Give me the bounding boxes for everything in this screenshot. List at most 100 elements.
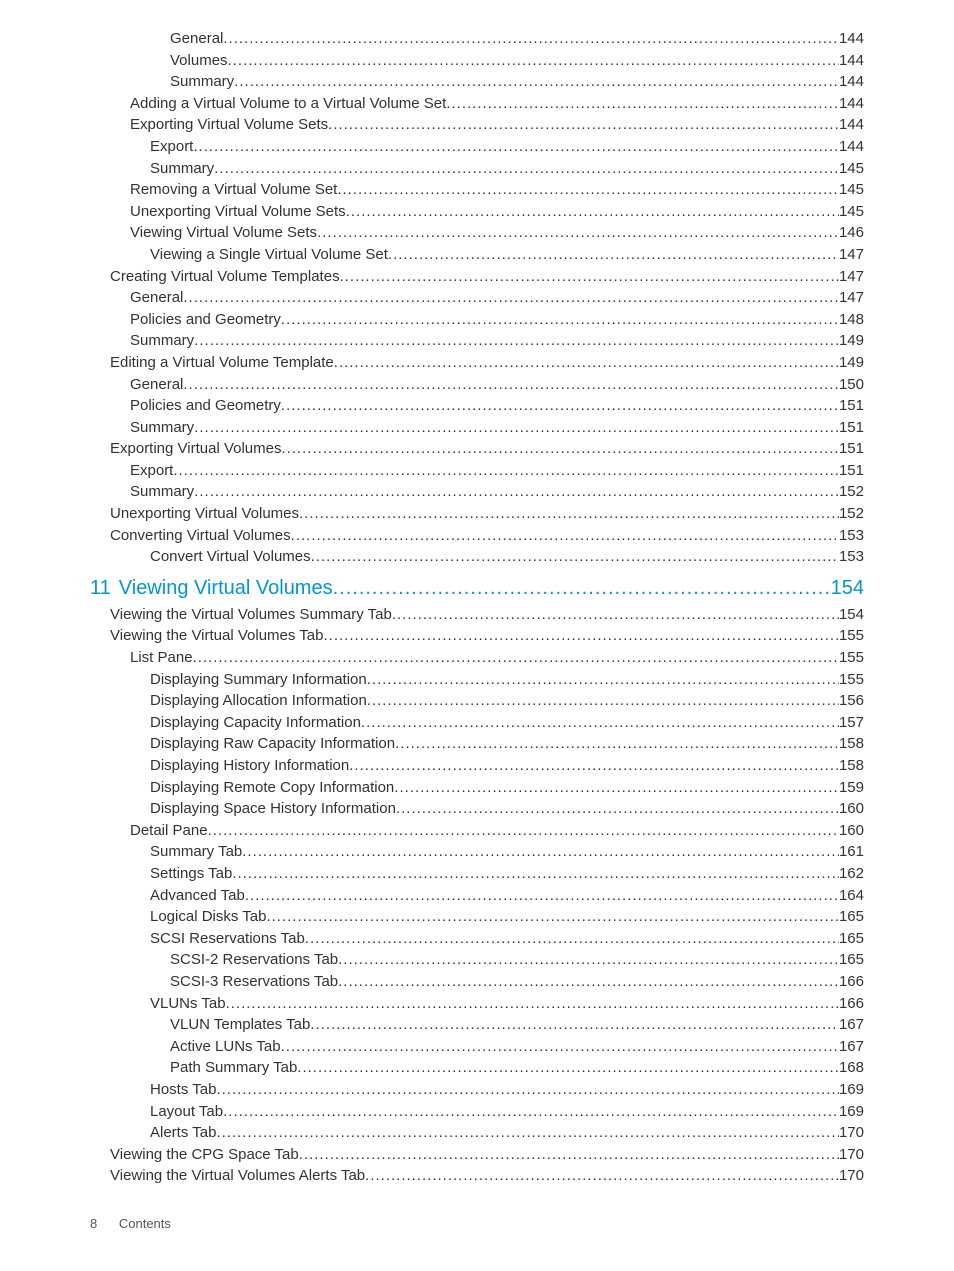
toc-entry-label: General	[130, 374, 183, 396]
toc-entry[interactable]: Displaying Summary Information..........…	[90, 669, 864, 691]
toc-leader-dots: ........................................…	[310, 1014, 839, 1036]
toc-entry[interactable]: Volumes.................................…	[90, 50, 864, 72]
toc-entry[interactable]: Policies and Geometry...................…	[90, 309, 864, 331]
toc-entry-label: Policies and Geometry	[130, 309, 281, 331]
toc-entry[interactable]: Removing a Virtual Volume Set...........…	[90, 179, 864, 201]
toc-entry[interactable]: Displaying Space History Information....…	[90, 798, 864, 820]
toc-entry-page: 148	[839, 309, 864, 331]
toc-entry[interactable]: Summary.................................…	[90, 71, 864, 93]
toc-entry-page: 144	[839, 93, 864, 115]
toc-entry[interactable]: Hosts Tab...............................…	[90, 1079, 864, 1101]
toc-entry-label: Viewing the Virtual Volumes Summary Tab	[110, 604, 392, 626]
toc-entry-page: 160	[839, 820, 864, 842]
toc-entry[interactable]: Exporting Virtual Volume Sets...........…	[90, 114, 864, 136]
toc-leader-dots: ........................................…	[234, 71, 839, 93]
toc-leader-dots: ........................................…	[291, 525, 839, 547]
toc-entry-label: Converting Virtual Volumes	[110, 525, 291, 547]
toc-entry-label: Summary	[130, 417, 194, 439]
toc-entry-label: Viewing the Virtual Volumes Alerts Tab	[110, 1165, 365, 1187]
toc-leader-dots: ........................................…	[367, 690, 839, 712]
toc-entry-label: Displaying History Information	[150, 755, 349, 777]
toc-entry[interactable]: Viewing the Virtual Volumes Alerts Tab..…	[90, 1165, 864, 1187]
toc-entry[interactable]: Unexporting Virtual Volume Sets.........…	[90, 201, 864, 223]
toc-entry-label: Removing a Virtual Volume Set	[130, 179, 337, 201]
toc-entry[interactable]: Viewing the Virtual Volumes Summary Tab.…	[90, 604, 864, 626]
toc-entry[interactable]: Summary.................................…	[90, 158, 864, 180]
toc-entry[interactable]: General.................................…	[90, 287, 864, 309]
toc-entry[interactable]: Path Summary Tab........................…	[90, 1057, 864, 1079]
toc-entry[interactable]: Active LUNs Tab.........................…	[90, 1036, 864, 1058]
toc-entry[interactable]: Export..................................…	[90, 460, 864, 482]
toc-chapter-number: 11	[90, 572, 111, 604]
toc-entry-page: 165	[839, 928, 864, 950]
toc-entry[interactable]: Policies and Geometry...................…	[90, 395, 864, 417]
toc-chapter-entry[interactable]: 11Viewing Virtual Volumes...............…	[90, 572, 864, 604]
toc-entry[interactable]: Viewing Virtual Volume Sets.............…	[90, 222, 864, 244]
toc-entry[interactable]: SCSI-3 Reservations Tab.................…	[90, 971, 864, 993]
toc-entry[interactable]: Displaying Remote Copy Information......…	[90, 777, 864, 799]
toc-entry-page: 167	[839, 1036, 864, 1058]
toc-entry[interactable]: Settings Tab............................…	[90, 863, 864, 885]
toc-entry[interactable]: Creating Virtual Volume Templates.......…	[90, 266, 864, 288]
toc-entry[interactable]: SCSI Reservations Tab...................…	[90, 928, 864, 950]
toc-entry[interactable]: Viewing a Single Virtual Volume Set.....…	[90, 244, 864, 266]
toc-entry[interactable]: Viewing the CPG Space Tab...............…	[90, 1144, 864, 1166]
toc-entry-page: 157	[839, 712, 864, 734]
toc-entry[interactable]: SCSI-2 Reservations Tab.................…	[90, 949, 864, 971]
toc-entry-page: 153	[839, 525, 864, 547]
toc-leader-dots: ........................................…	[193, 136, 839, 158]
toc-entry-page: 156	[839, 690, 864, 712]
toc-entry[interactable]: Converting Virtual Volumes..............…	[90, 525, 864, 547]
toc-entry[interactable]: Displaying Allocation Information.......…	[90, 690, 864, 712]
toc-entry-label: Viewing a Single Virtual Volume Set	[150, 244, 388, 266]
toc-leader-dots: ........................................…	[365, 1165, 839, 1187]
toc-leader-dots: ........................................…	[281, 395, 839, 417]
toc-entry[interactable]: Summary.................................…	[90, 417, 864, 439]
toc-entry[interactable]: VLUN Templates Tab......................…	[90, 1014, 864, 1036]
toc-entry-page: 170	[839, 1165, 864, 1187]
toc-entry[interactable]: Displaying Raw Capacity Information.....…	[90, 733, 864, 755]
toc-entry-page: 145	[839, 201, 864, 223]
toc-entry[interactable]: Alerts Tab..............................…	[90, 1122, 864, 1144]
toc-leader-dots: ........................................…	[193, 647, 839, 669]
toc-leader-dots: ........................................…	[245, 885, 839, 907]
toc-entry[interactable]: General.................................…	[90, 28, 864, 50]
toc-entry[interactable]: Layout Tab..............................…	[90, 1101, 864, 1123]
toc-entry-label: Hosts Tab	[150, 1079, 216, 1101]
toc-entry[interactable]: Detail Pane.............................…	[90, 820, 864, 842]
toc-entry[interactable]: Summary.................................…	[90, 481, 864, 503]
toc-entry-label: Summary Tab	[150, 841, 242, 863]
toc-entry-label: Summary	[130, 330, 194, 352]
toc-entry-label: Summary	[170, 71, 234, 93]
toc-entry-label: Path Summary Tab	[170, 1057, 297, 1079]
toc-entry[interactable]: Displaying Capacity Information.........…	[90, 712, 864, 734]
toc-entry[interactable]: Editing a Virtual Volume Template.......…	[90, 352, 864, 374]
toc-entry[interactable]: VLUNs Tab...............................…	[90, 993, 864, 1015]
toc-entry[interactable]: Advanced Tab............................…	[90, 885, 864, 907]
toc-entry[interactable]: Export..................................…	[90, 136, 864, 158]
toc-leader-dots: ........................................…	[299, 503, 839, 525]
toc-entry[interactable]: Unexporting Virtual Volumes.............…	[90, 503, 864, 525]
toc-entry[interactable]: List Pane...............................…	[90, 647, 864, 669]
footer-page-number: 8	[90, 1216, 97, 1231]
toc-entry[interactable]: Adding a Virtual Volume to a Virtual Vol…	[90, 93, 864, 115]
toc-entry-page: 155	[839, 625, 864, 647]
toc-entry-label: Viewing Virtual Volume Sets	[130, 222, 317, 244]
toc-entry[interactable]: Displaying History Information..........…	[90, 755, 864, 777]
toc-entry-label: Adding a Virtual Volume to a Virtual Vol…	[130, 93, 446, 115]
toc-entry[interactable]: Viewing the Virtual Volumes Tab.........…	[90, 625, 864, 647]
toc-leader-dots: ........................................…	[266, 906, 839, 928]
toc-leader-dots: ........................................…	[281, 438, 838, 460]
toc-entry[interactable]: Summary.................................…	[90, 330, 864, 352]
toc-entry[interactable]: General.................................…	[90, 374, 864, 396]
toc-leader-dots: ........................................…	[338, 971, 839, 993]
toc-entry-label: Displaying Allocation Information	[150, 690, 367, 712]
toc-entry-page: 161	[839, 841, 864, 863]
toc-leader-dots: ........................................…	[392, 604, 839, 626]
toc-entry[interactable]: Exporting Virtual Volumes...............…	[90, 438, 864, 460]
toc-entry[interactable]: Logical Disks Tab.......................…	[90, 906, 864, 928]
toc-leader-dots: ........................................…	[173, 460, 839, 482]
toc-entry-page: 152	[839, 481, 864, 503]
toc-entry[interactable]: Summary Tab.............................…	[90, 841, 864, 863]
toc-entry[interactable]: Convert Virtual Volumes.................…	[90, 546, 864, 568]
